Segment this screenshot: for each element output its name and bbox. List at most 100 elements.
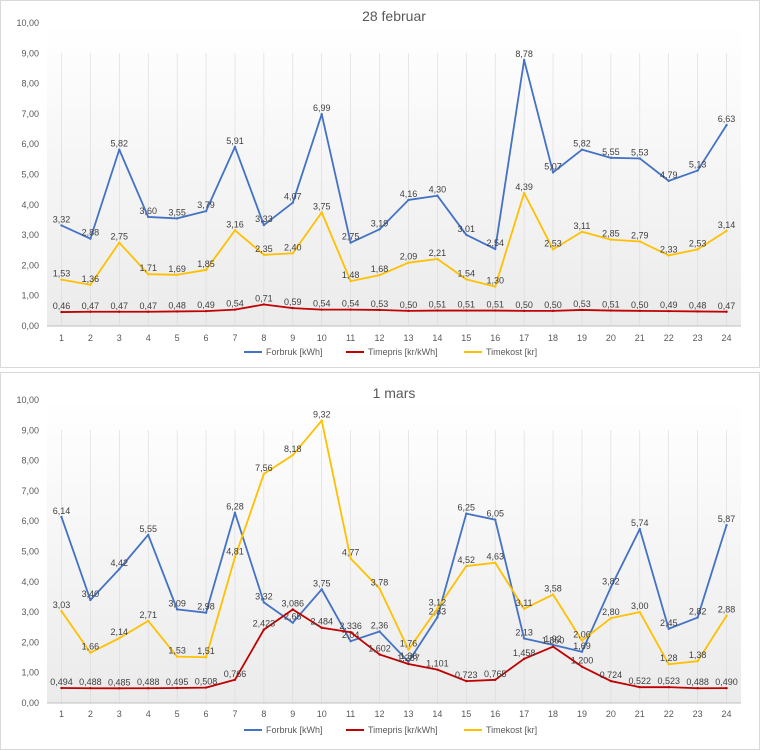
y-tick-label: 5,00	[21, 547, 39, 557]
y-tick-label: 6,00	[21, 139, 39, 149]
data-label-timepris: 0,50	[544, 300, 562, 310]
x-tick-label: 10	[317, 709, 327, 719]
y-tick-label: 2,00	[21, 260, 39, 270]
data-label-timepris: 0,47	[111, 301, 129, 311]
x-tick-label: 8	[261, 333, 266, 343]
data-label-timekost: 2,79	[631, 230, 649, 240]
data-label-timekost: 2,14	[111, 627, 129, 637]
data-point-forbruk	[465, 233, 468, 236]
data-point-timekost	[407, 261, 410, 264]
data-label-timekost: 2,35	[255, 244, 273, 254]
data-point-timekost	[436, 257, 439, 261]
x-tick-label: 17	[519, 333, 529, 343]
y-tick-label: 10,00	[16, 18, 39, 28]
data-point-timekost	[696, 248, 699, 251]
data-label-timepris: 0,49	[660, 300, 678, 310]
x-tick-label: 23	[693, 333, 703, 343]
data-point-timepris	[407, 309, 410, 313]
data-point-timepris	[436, 668, 439, 671]
y-tick-label: 5,00	[21, 170, 39, 180]
data-point-forbruk	[494, 247, 497, 251]
data-label-timepris: 0,46	[53, 301, 71, 311]
data-label-forbruk: 6,99	[313, 103, 331, 113]
data-point-forbruk	[465, 512, 468, 515]
data-point-timekost	[465, 564, 468, 568]
x-tick-label: 3	[117, 709, 122, 719]
data-label-forbruk: 2,83	[429, 606, 447, 616]
data-label-timepris: 0,488	[79, 677, 102, 687]
data-label-timekost: 3,12	[429, 597, 447, 607]
data-point-timekost	[118, 241, 121, 244]
data-label-forbruk: 3,82	[602, 576, 620, 586]
data-label-timekost: 1,53	[168, 646, 186, 656]
data-point-timekost	[378, 587, 381, 590]
data-point-forbruk	[609, 586, 613, 589]
data-label-forbruk: 5,55	[602, 147, 620, 157]
data-point-forbruk	[551, 171, 555, 174]
data-label-forbruk: 2,04	[342, 630, 360, 640]
data-point-timekost	[551, 248, 555, 251]
x-tick-label: 6	[204, 709, 209, 719]
data-point-timekost	[609, 238, 613, 241]
data-label-forbruk: 2,75	[342, 232, 360, 242]
data-label-forbruk: 3,75	[313, 578, 331, 588]
data-point-timepris	[378, 653, 381, 656]
data-point-timepris	[60, 310, 63, 314]
data-label-timepris: 0,48	[168, 300, 186, 310]
series-line-timekost	[61, 192, 728, 288]
data-point-timekost	[522, 607, 526, 610]
data-point-forbruk	[60, 224, 63, 227]
data-label-timekost: 2,09	[400, 252, 418, 262]
data-label-timekost: 2,06	[573, 630, 591, 640]
data-label-timepris: 0,523	[657, 676, 680, 686]
x-tick-label: 12	[375, 333, 385, 343]
legend-label-timepris: Timepris [kr/kWh]	[368, 725, 438, 735]
x-tick-label: 8	[261, 709, 266, 719]
x-tick-label: 23	[693, 709, 703, 719]
data-label-forbruk: 6,25	[458, 503, 476, 513]
y-tick-label: 6,00	[21, 516, 39, 526]
data-label-timepris: 0,47	[82, 301, 100, 311]
data-label-timepris: 3,086	[282, 598, 305, 608]
data-label-timekost: 4,81	[226, 546, 244, 556]
data-point-timekost	[494, 561, 497, 564]
chart-title: 1 mars	[373, 385, 416, 401]
data-point-timepris	[233, 308, 237, 311]
data-label-timepris: 0,54	[342, 299, 360, 309]
data-label-timepris: 1,458	[513, 648, 536, 658]
data-label-timepris: 0,48	[689, 300, 707, 310]
data-label-forbruk: 2,13	[515, 627, 533, 637]
data-label-timekost: 2,71	[139, 610, 157, 620]
data-point-timepris	[638, 685, 641, 689]
data-point-forbruk	[696, 169, 699, 172]
data-label-timepris: 0,724	[600, 670, 623, 680]
data-point-timepris	[522, 657, 526, 661]
data-point-forbruk	[667, 627, 670, 630]
data-point-forbruk	[262, 601, 266, 604]
y-tick-label: 7,00	[21, 109, 39, 119]
data-label-timepris: 1,101	[426, 659, 449, 669]
data-point-forbruk	[696, 616, 699, 619]
data-point-forbruk	[291, 201, 294, 204]
data-point-timekost	[291, 252, 294, 255]
data-label-timepris: 0,488	[686, 677, 709, 687]
data-point-timepris	[725, 310, 728, 313]
x-tick-label: 4	[146, 709, 151, 719]
data-label-forbruk: 5,82	[111, 139, 129, 149]
x-tick-label: 14	[432, 709, 442, 719]
data-label-forbruk: 8,78	[515, 49, 533, 59]
data-point-timekost	[638, 610, 641, 614]
data-label-timepris: 0,50	[631, 300, 649, 310]
data-label-forbruk: 4,79	[660, 170, 678, 180]
data-point-timekost	[204, 656, 208, 659]
x-tick-label: 13	[403, 709, 413, 719]
data-point-timepris	[465, 679, 468, 683]
x-tick-label: 9	[290, 333, 295, 343]
data-label-timepris: 1,200	[571, 656, 594, 666]
data-label-timekost: 3,78	[371, 577, 389, 587]
data-label-timekost: 2,80	[602, 607, 620, 617]
y-tick-label: 3,00	[21, 607, 39, 617]
y-tick-label: 8,00	[21, 456, 39, 466]
data-point-timepris	[262, 303, 266, 306]
data-label-timepris: 1,602	[368, 643, 391, 653]
